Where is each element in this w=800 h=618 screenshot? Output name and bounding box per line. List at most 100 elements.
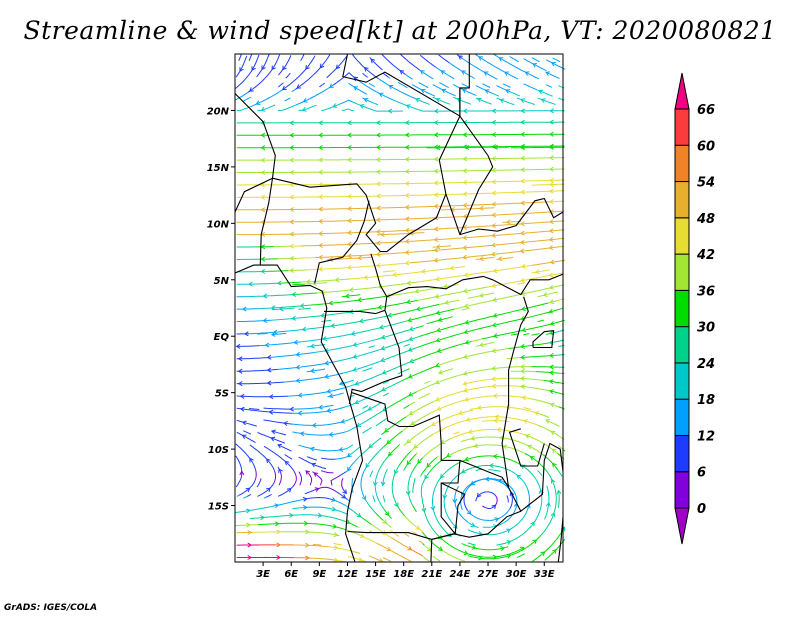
streamline	[506, 495, 509, 503]
streamline	[366, 405, 391, 422]
streamline-arrow	[435, 337, 441, 343]
streamline-arrow	[404, 168, 410, 175]
streamline-arrow	[434, 293, 440, 299]
colorbar-swatch	[674, 434, 690, 473]
streamline-arrow	[352, 367, 358, 372]
streamline	[537, 291, 559, 298]
streamline-arrow	[548, 379, 554, 385]
streamline	[346, 529, 363, 537]
streamline	[390, 304, 440, 316]
streamline	[435, 385, 520, 401]
streamline-arrow	[556, 489, 562, 495]
streamline-arrow	[326, 388, 332, 394]
streamline-arrow	[289, 120, 294, 126]
streamline-arrow	[318, 404, 323, 410]
streamline-arrow	[442, 494, 448, 500]
streamline	[545, 71, 560, 80]
streamline	[249, 444, 275, 471]
streamline-arrow	[435, 362, 441, 368]
streamline-arrow	[347, 193, 352, 199]
streamline	[376, 232, 425, 236]
streamline-arrow	[519, 239, 525, 245]
streamline	[333, 72, 360, 86]
streamline-arrow	[447, 532, 452, 537]
streamline	[362, 72, 368, 78]
streamline-arrow	[305, 470, 311, 475]
streamline-arrow	[322, 336, 327, 342]
streamline	[323, 470, 334, 474]
streamline-arrow	[441, 88, 447, 94]
streamline-arrow	[470, 435, 476, 441]
streamline-arrow	[266, 458, 271, 464]
streamline-arrow	[433, 132, 439, 138]
streamline-arrow	[333, 532, 339, 538]
streamline-arrow	[318, 254, 323, 260]
streamline-arrow	[521, 327, 527, 333]
streamline-arrow	[291, 291, 297, 297]
streamline	[482, 83, 491, 88]
streamline	[363, 459, 372, 472]
streamline-arrow	[289, 231, 295, 237]
streamline	[368, 555, 383, 563]
streamline-arrow	[435, 145, 441, 151]
streamline	[412, 523, 423, 533]
streamline	[531, 333, 540, 336]
streamline	[277, 257, 297, 260]
streamline-arrow	[405, 299, 411, 305]
streamline	[258, 522, 347, 531]
streamline	[345, 379, 354, 383]
streamline-arrow	[406, 460, 412, 466]
streamline	[380, 360, 413, 375]
streamline	[557, 470, 563, 477]
streamline	[341, 478, 344, 491]
streamline	[438, 299, 460, 305]
streamline-arrow	[330, 323, 336, 329]
streamline-arrow	[302, 98, 308, 103]
streamline	[466, 521, 479, 529]
streamline-arrow	[291, 315, 297, 321]
streamline	[236, 345, 260, 347]
streamline-arrow	[309, 368, 315, 374]
streamline	[382, 557, 391, 562]
streamline	[405, 400, 437, 418]
y-tick-label: 10S	[208, 445, 229, 456]
streamline-arrow	[462, 168, 468, 174]
streamline	[432, 84, 456, 97]
streamline	[277, 104, 296, 111]
streamline-arrow	[540, 98, 546, 103]
streamline-arrow	[520, 189, 525, 195]
streamline-arrow	[347, 230, 352, 236]
streamline	[235, 443, 257, 472]
streamline-arrow	[462, 288, 468, 294]
streamline-arrow	[502, 444, 508, 450]
streamline-arrow	[433, 226, 439, 232]
streamline-arrow	[498, 57, 504, 62]
streamline-arrow	[260, 132, 266, 138]
streamline-arrow	[491, 212, 497, 218]
streamline-arrow	[505, 404, 511, 410]
streamline	[531, 366, 559, 368]
streamline-arrow	[478, 342, 484, 348]
streamline	[321, 103, 342, 111]
colorbar-label: 12	[697, 429, 715, 444]
streamline-arrow	[245, 487, 251, 493]
streamline-arrow	[370, 58, 376, 64]
streamline-arrow	[466, 509, 472, 515]
streamline	[432, 96, 435, 99]
streamline-arrow	[394, 502, 399, 508]
streamline-arrow	[272, 329, 278, 335]
streamline	[482, 505, 485, 508]
streamline	[326, 56, 348, 79]
streamline	[508, 377, 544, 381]
y-tick-label: 10N	[207, 219, 230, 230]
streamline-arrow	[386, 439, 392, 445]
streamline	[402, 413, 430, 432]
streamline-arrow	[410, 420, 416, 426]
colorbar-label: 54	[697, 176, 715, 191]
streamline-arrow	[324, 347, 329, 353]
streamline-arrow	[463, 329, 469, 335]
streamline	[412, 478, 416, 493]
streamline	[321, 319, 332, 322]
streamline	[443, 473, 461, 529]
